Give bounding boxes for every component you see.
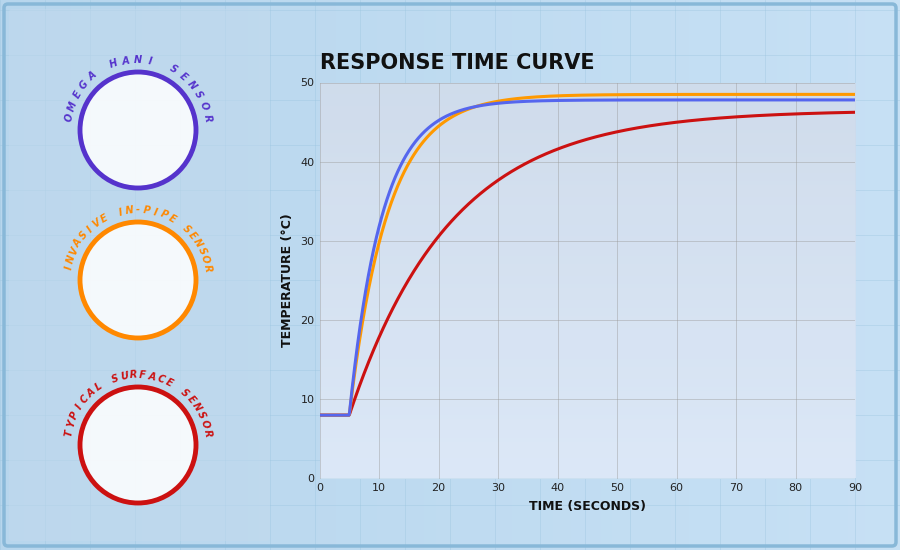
Text: C: C bbox=[156, 373, 166, 384]
Text: C: C bbox=[78, 394, 91, 405]
Text: Y: Y bbox=[66, 419, 77, 428]
Text: N: N bbox=[185, 79, 198, 91]
Y-axis label: TEMPERATURE (°C): TEMPERATURE (°C) bbox=[281, 213, 293, 348]
Text: S: S bbox=[180, 223, 193, 235]
Text: N: N bbox=[124, 205, 134, 216]
FancyBboxPatch shape bbox=[9, 9, 270, 541]
Text: O: O bbox=[199, 254, 211, 265]
Text: S: S bbox=[179, 387, 191, 399]
Circle shape bbox=[80, 387, 196, 503]
Text: R: R bbox=[130, 370, 138, 381]
Circle shape bbox=[80, 72, 196, 188]
Text: O: O bbox=[199, 419, 211, 429]
Text: V: V bbox=[68, 245, 80, 256]
Text: P: P bbox=[68, 410, 81, 421]
Text: A: A bbox=[122, 56, 130, 67]
Text: N: N bbox=[65, 254, 77, 265]
Text: E: E bbox=[185, 394, 197, 405]
Text: F: F bbox=[139, 370, 147, 381]
Text: M: M bbox=[66, 100, 78, 112]
Text: V: V bbox=[91, 217, 103, 230]
Text: E: E bbox=[186, 230, 198, 241]
Text: H: H bbox=[109, 58, 120, 70]
Text: R: R bbox=[202, 428, 212, 437]
Text: I: I bbox=[85, 224, 94, 234]
Circle shape bbox=[80, 222, 196, 338]
Text: N: N bbox=[191, 401, 203, 413]
Text: N: N bbox=[134, 55, 142, 65]
Text: O: O bbox=[198, 101, 210, 112]
Text: R: R bbox=[202, 263, 212, 272]
Text: -: - bbox=[136, 205, 140, 215]
Text: P: P bbox=[159, 209, 169, 221]
Text: I: I bbox=[74, 403, 85, 411]
Text: S: S bbox=[195, 246, 208, 256]
Text: S: S bbox=[193, 90, 204, 101]
Text: S: S bbox=[77, 230, 90, 242]
Text: U: U bbox=[120, 371, 129, 382]
Text: G: G bbox=[78, 79, 91, 91]
Text: RESPONSE TIME CURVE: RESPONSE TIME CURVE bbox=[320, 53, 594, 73]
Text: A: A bbox=[86, 387, 97, 399]
Text: E: E bbox=[177, 70, 189, 82]
Text: E: E bbox=[71, 90, 84, 100]
Text: E: E bbox=[99, 213, 109, 225]
Text: R: R bbox=[202, 113, 212, 123]
Text: N: N bbox=[191, 237, 204, 249]
Text: I: I bbox=[148, 56, 153, 67]
Text: A: A bbox=[72, 237, 85, 249]
Text: A: A bbox=[148, 371, 157, 382]
Text: P: P bbox=[143, 205, 151, 216]
X-axis label: TIME (SECONDS): TIME (SECONDS) bbox=[529, 500, 646, 513]
Text: I: I bbox=[153, 207, 158, 218]
Text: E: E bbox=[164, 377, 175, 388]
Text: O: O bbox=[63, 113, 75, 123]
Text: S: S bbox=[110, 373, 120, 384]
Text: S: S bbox=[195, 410, 207, 420]
Text: I: I bbox=[64, 265, 75, 271]
Text: L: L bbox=[94, 381, 104, 393]
Text: S: S bbox=[167, 63, 178, 75]
Text: T: T bbox=[64, 428, 75, 437]
Text: E: E bbox=[166, 213, 177, 225]
Text: I: I bbox=[117, 207, 123, 218]
Text: A: A bbox=[87, 70, 99, 82]
